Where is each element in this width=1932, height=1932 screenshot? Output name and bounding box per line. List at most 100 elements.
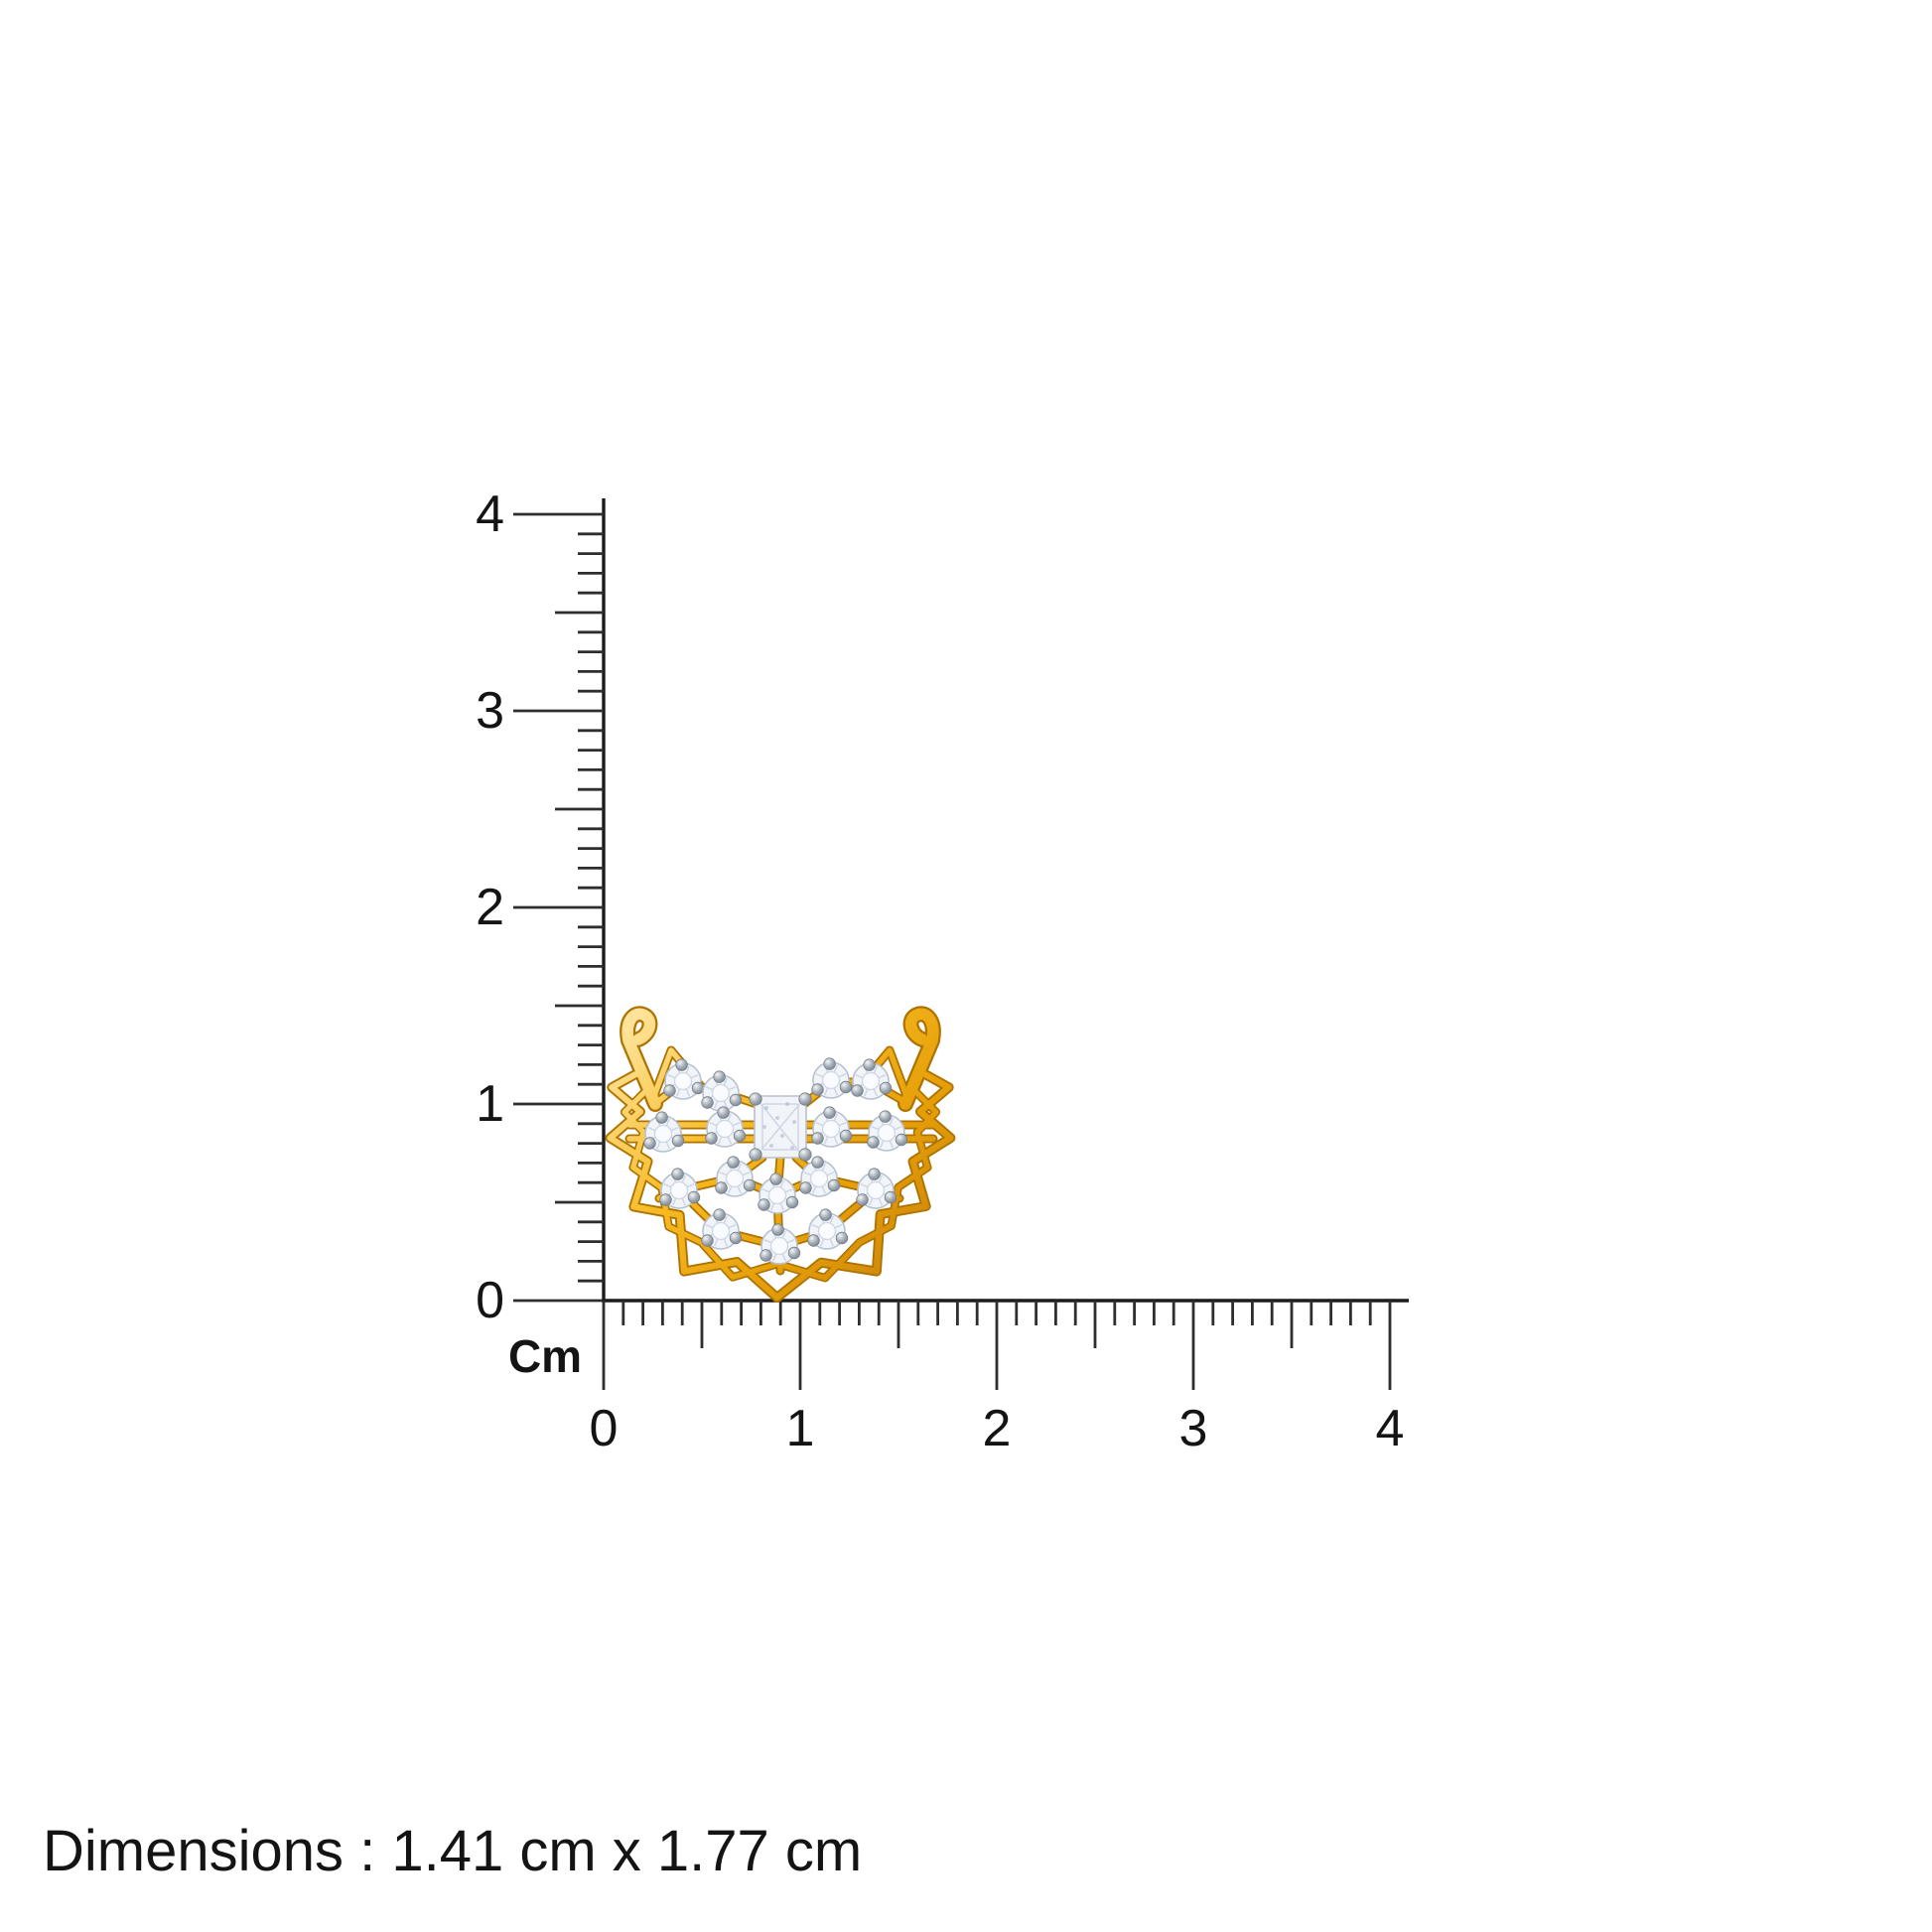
prong-ball [856,1193,869,1206]
pendant-stones-layer [643,1057,908,1265]
round-diamond [759,1223,801,1265]
prong-ball [705,1132,718,1145]
diamond-table [809,1169,829,1188]
round-diamond [659,1168,701,1209]
prong-ball [675,1058,688,1071]
v-ruler-label: 0 [476,1272,504,1329]
prong-ball [729,1231,743,1245]
round-diamond [867,1110,908,1152]
diamond-table [817,1221,837,1241]
sparkle-fleck [785,1102,789,1106]
round-diamond [807,1208,849,1250]
round-diamond [715,1156,757,1197]
prong-ball [659,1193,672,1206]
sparkle-fleck [775,1116,779,1120]
petal-ring-outer [607,1071,954,1302]
prong-ball [771,1223,784,1236]
prong-ball [759,1249,772,1262]
baguette-diamond [749,1092,812,1162]
round-diamond [663,1058,705,1100]
prong-ball [839,1080,853,1094]
prong-ball [758,1198,770,1211]
prong-ball [798,1092,812,1106]
h-ruler-label: 3 [1179,1400,1208,1457]
prong-ball [811,1132,824,1145]
diamond-table [767,1185,787,1205]
prong-ball [807,1234,820,1247]
prong-ball [727,1156,740,1169]
v-ruler-label: 3 [476,682,504,740]
prong-ball [798,1148,812,1162]
prong-ball [867,1136,880,1149]
prong-ball [701,1234,714,1247]
prong-ball [691,1081,705,1095]
prong-ball [671,1134,685,1148]
prong-ball [839,1129,853,1143]
sparkle-fleck [769,1144,773,1148]
v-ruler-label: 1 [476,1075,504,1133]
prong-ball [799,1181,812,1194]
prong-ball [729,1093,743,1107]
sparkle-fleck [762,1125,766,1129]
prong-ball [863,1058,876,1071]
diamond-table [673,1071,693,1091]
round-diamond [856,1168,897,1209]
pendant-graphic [605,1006,956,1303]
prong-ball [687,1190,701,1204]
prong-ball [743,1178,757,1192]
prong-ball [879,1081,893,1095]
diamond-table [866,1180,886,1200]
prong-ball [749,1092,762,1106]
round-diamond [851,1058,893,1100]
right-bail [899,1008,939,1110]
round-diamond [705,1106,747,1148]
baguette-facets [759,1101,802,1153]
prong-ball [717,1106,730,1119]
round-diamond [758,1173,799,1214]
diamond-table [711,1083,731,1103]
h-ruler-label: 4 [1376,1400,1405,1457]
prong-ball [643,1137,656,1150]
dimensions-caption: Dimensions : 1.41 cm x 1.77 cm [43,1819,863,1883]
prong-ball [811,1156,824,1169]
diamond-table [821,1119,841,1139]
horizontal-ruler: 0 1 2 3 4 [590,1299,1409,1457]
prong-ball [835,1231,849,1245]
sparkle-fleck [790,1146,794,1150]
prong-ball [823,1057,836,1070]
diamond-table [861,1071,881,1091]
sparkle-fleck [792,1120,796,1124]
h-ruler-label: 0 [590,1400,619,1457]
prong-ball [733,1129,747,1143]
round-diamond [701,1208,743,1250]
prong-ball [713,1208,726,1221]
round-diamond [643,1111,685,1153]
prong-ball [823,1106,836,1119]
diamond-table [715,1119,735,1139]
prong-ball [884,1190,897,1204]
sparkle-fleck [780,1134,784,1138]
prong-ball [868,1168,881,1180]
prong-ball [715,1181,728,1194]
prong-ball [749,1148,762,1162]
prong-ball [879,1110,892,1123]
v-ruler-label: 4 [476,485,504,543]
prong-ball [785,1195,799,1209]
h-ruler-label: 2 [983,1400,1012,1457]
diamond-table [769,1236,789,1256]
unit-label: Cm [508,1330,582,1382]
prong-ball [663,1084,676,1097]
diamond-table [877,1123,897,1143]
sparkle-fleck [764,1106,768,1110]
prong-ball [811,1083,824,1096]
diamond-table [653,1124,673,1144]
h-ruler-label: 1 [786,1400,815,1457]
prong-ball [671,1168,684,1180]
prong-ball [895,1133,908,1147]
prong-ball [851,1084,864,1097]
prong-ball [819,1208,832,1221]
diamond-table [711,1221,731,1241]
prong-ball [827,1178,841,1192]
diamond-table [669,1180,689,1200]
